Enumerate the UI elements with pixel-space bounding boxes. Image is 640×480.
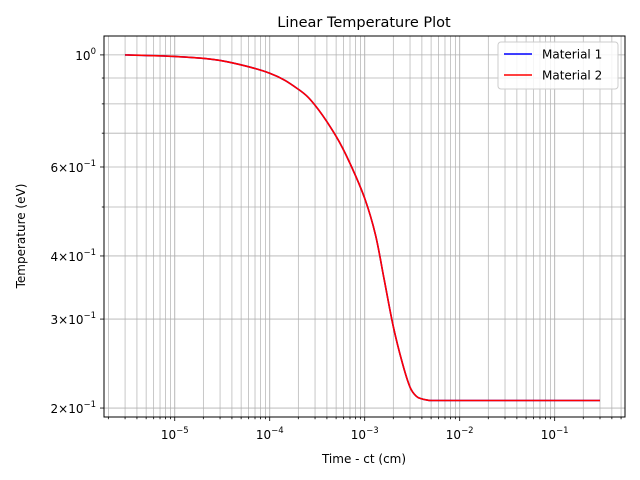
y-tick-label: 6×10−1 bbox=[51, 159, 97, 175]
y-tick-label: 4×10−1 bbox=[51, 248, 97, 264]
y-tick-label-base: 6×10 bbox=[51, 161, 84, 175]
y-tick-label-exponent: −1 bbox=[83, 248, 96, 258]
x-tick-label-exponent: −4 bbox=[271, 426, 284, 436]
chart-title: Linear Temperature Plot bbox=[277, 15, 451, 31]
x-tick-label: 10−2 bbox=[446, 426, 474, 442]
tick-labels: 10−5 10−4 10−3 10−2 10−11006×10−14×10−13×10−… bbox=[51, 47, 569, 442]
legend-entry-label: Material 1 bbox=[542, 48, 602, 62]
x-tick-label-base: 10 bbox=[351, 428, 366, 442]
y-tick-label: 3×10−1 bbox=[51, 311, 97, 327]
y-tick-label: 2×10−1 bbox=[51, 400, 97, 416]
x-tick-label-base: 10 bbox=[541, 428, 556, 442]
y-tick-label-exponent: −1 bbox=[83, 400, 96, 410]
x-tick-label-exponent: −5 bbox=[176, 426, 189, 436]
grid bbox=[104, 36, 625, 417]
x-tick-label-base: 10 bbox=[256, 428, 271, 442]
legend-entry-label: Material 2 bbox=[542, 69, 602, 83]
legend: Material 1 Material 2 bbox=[497, 41, 619, 90]
x-tick-label-exponent: −1 bbox=[556, 426, 569, 436]
axis-ticks bbox=[100, 54, 622, 421]
x-tick-label-exponent: −2 bbox=[461, 426, 474, 436]
x-tick-label-base: 10 bbox=[446, 428, 461, 442]
y-axis-title: Temperature (eV) bbox=[14, 184, 28, 290]
y-tick-label-base: 2×10 bbox=[51, 402, 84, 416]
y-tick-label: 100 bbox=[75, 47, 96, 63]
x-tick-label: 10−3 bbox=[351, 426, 379, 442]
y-tick-label-exponent: −1 bbox=[83, 159, 96, 169]
series-lines bbox=[125, 54, 600, 402]
series-line-2 bbox=[125, 54, 600, 402]
x-tick-label: 10−1 bbox=[541, 426, 569, 442]
x-tick-label-exponent: −3 bbox=[366, 426, 379, 436]
y-tick-label-base: 3×10 bbox=[51, 313, 84, 327]
x-tick-label: 10−4 bbox=[256, 426, 284, 442]
x-tick-label: 10−5 bbox=[161, 426, 189, 442]
y-tick-label-base: 10 bbox=[75, 49, 90, 63]
y-tick-label-base: 4×10 bbox=[51, 250, 84, 264]
x-tick-label-base: 10 bbox=[161, 428, 176, 442]
x-axis-title: Time - ct (cm) bbox=[321, 452, 406, 466]
y-tick-label-exponent: 0 bbox=[91, 47, 96, 57]
y-tick-label-exponent: −1 bbox=[83, 311, 96, 321]
